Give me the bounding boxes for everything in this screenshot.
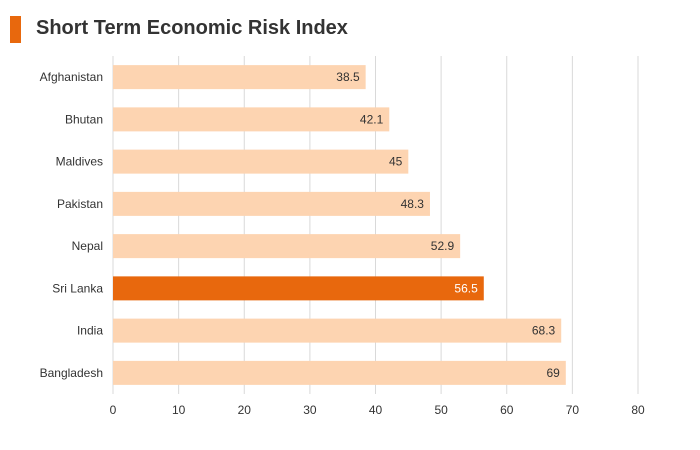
bar <box>113 65 366 90</box>
bar <box>113 276 484 301</box>
x-tick-label: 50 <box>434 403 448 417</box>
value-label: 42.1 <box>360 112 384 126</box>
bar <box>113 107 390 132</box>
category-label: Afghanistan <box>40 70 103 84</box>
x-tick-label: 30 <box>303 403 317 417</box>
title-accent-bar <box>10 16 21 43</box>
value-label: 69 <box>546 366 560 380</box>
grid-lines <box>112 56 639 394</box>
value-label: 38.5 <box>336 70 360 84</box>
value-label: 45 <box>389 155 403 169</box>
bar <box>113 149 409 174</box>
category-labels: Afghanistan Bhutan Maldives Pakistan Nepal Sr… <box>40 70 104 380</box>
bar <box>113 234 461 259</box>
category-label: Bangladesh <box>40 366 103 380</box>
category-label: Sri Lanka <box>52 281 103 295</box>
value-label: 48.3 <box>401 197 425 211</box>
category-label: Pakistan <box>57 197 103 211</box>
x-tick-label: 70 <box>566 403 580 417</box>
bar <box>113 360 566 385</box>
value-label: 52.9 <box>431 239 455 253</box>
category-label: Nepal <box>72 239 103 253</box>
x-tick-label: 0 <box>110 403 117 417</box>
category-label: Bhutan <box>65 112 103 126</box>
bar <box>113 191 430 216</box>
value-label: 68.3 <box>532 324 556 338</box>
value-label: 56.5 <box>454 281 478 295</box>
bars <box>113 65 566 385</box>
x-tick-label: 80 <box>631 403 645 417</box>
chart-title: Short Term Economic Risk Index <box>36 17 348 39</box>
x-tick-label: 40 <box>369 403 383 417</box>
value-labels: 38.5 42.1 45 48.3 52.9 56.5 68.3 69 <box>336 70 560 380</box>
x-axis-ticks: 0 10 20 30 40 50 60 70 80 <box>110 403 645 417</box>
x-tick-label: 20 <box>238 403 252 417</box>
bar <box>113 318 562 343</box>
category-label: India <box>77 324 103 338</box>
x-tick-label: 60 <box>500 403 514 417</box>
category-label: Maldives <box>56 155 103 169</box>
x-tick-label: 10 <box>172 403 186 417</box>
